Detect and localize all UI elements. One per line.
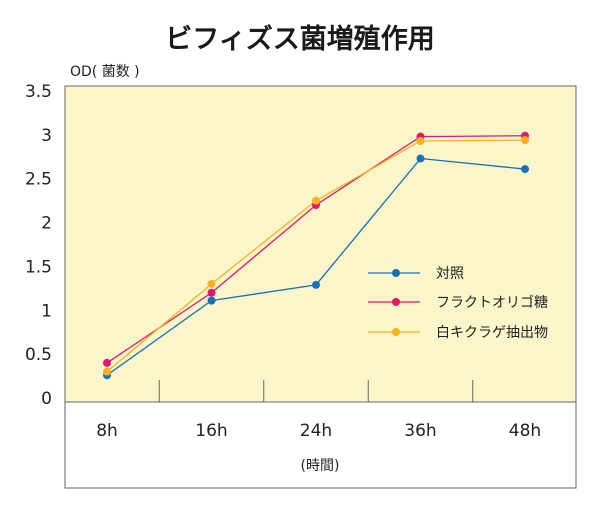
legend-label: 対照 [436,266,464,282]
data-point-series-3 [103,367,111,376]
y-tick-label: 3.5 [25,82,52,102]
data-point-series-1 [207,296,216,305]
legend-marker [392,269,400,277]
x-tick-label: 48h [509,421,541,441]
data-point-series-3 [312,196,320,205]
y-tick-label: 1 [41,301,52,321]
y-tick-label: 0 [41,389,52,409]
x-ticks: 8h 16h 24h 36h 48h [96,380,541,441]
data-point-series-3 [207,279,216,288]
x-tick-label: 24h [300,421,332,441]
chart-title: ビフィズス菌増殖作用 [165,23,434,55]
x-tick-label: 8h [96,421,118,441]
y-ticks: 0 0.5 1 1.5 2 2.5 3 3.5 [25,82,52,409]
y-tick-label: 0.5 [25,345,52,365]
plot-area [64,85,577,403]
data-point-series-3 [521,136,529,145]
data-point-series-1 [416,154,425,163]
y-tick-label: 2.5 [25,170,52,190]
legend-label: フラクトオリゴ糖 [436,294,548,311]
x-axis-panel [64,401,577,489]
y-tick-label: 2 [41,214,52,234]
x-axis-label: (時間) [301,458,340,474]
data-point-series-2 [207,288,216,297]
x-tick-label: 36h [404,421,436,441]
legend-marker [392,328,400,336]
data-point-series-1 [312,280,320,289]
y-tick-label: 3 [41,126,52,146]
data-point-series-2 [103,358,111,367]
legend-marker [392,298,400,306]
data-point-series-1 [521,165,529,174]
x-tick-label: 16h [195,421,227,441]
y-axis-label: OD( 菌数 ) [70,64,140,80]
legend-label: 白キクラゲ抽出物 [436,325,548,341]
series-points [103,131,529,380]
y-tick-label: 1.5 [25,257,52,277]
data-point-series-3 [416,136,425,145]
